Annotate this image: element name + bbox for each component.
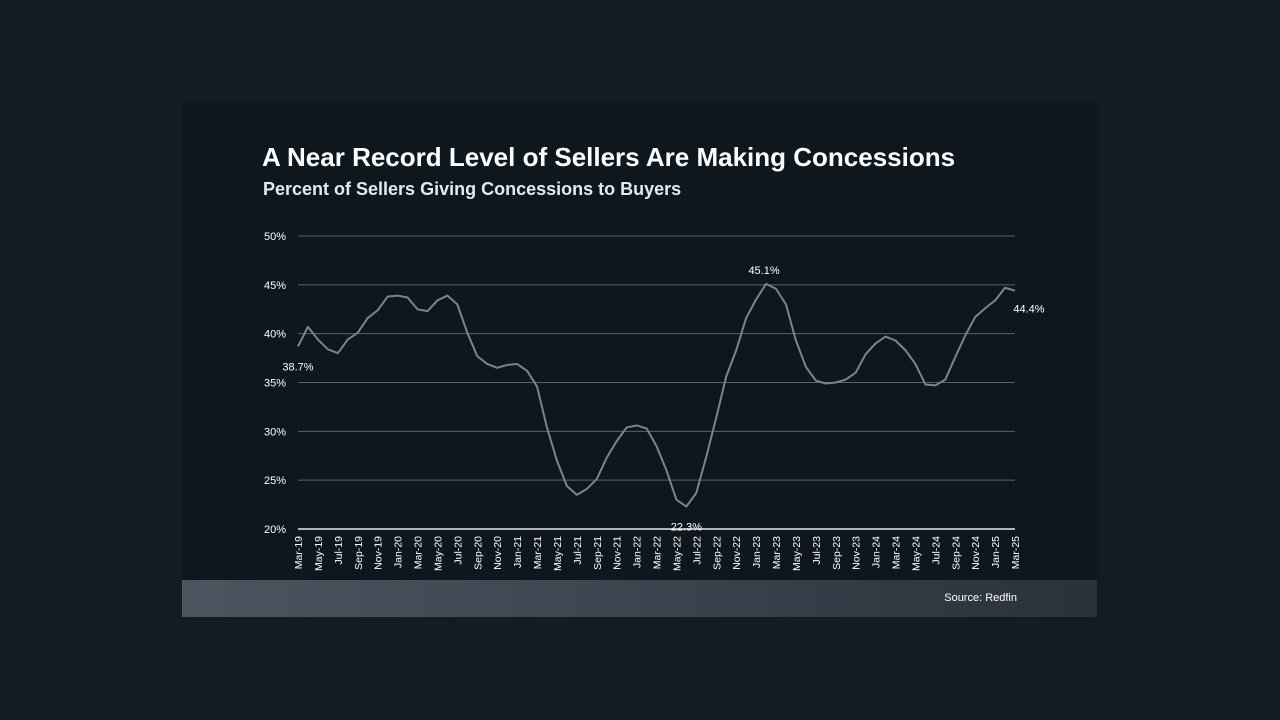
x-tick-label: Mar-20 xyxy=(413,536,425,569)
x-tick-label: Nov-23 xyxy=(851,536,863,570)
x-tick-label: May-24 xyxy=(910,536,922,571)
x-tick-label: Sep-24 xyxy=(950,536,962,570)
y-tick-label: 25% xyxy=(264,475,286,487)
line-chart: 20% 25% 30% 35% 40% 45% 50% Mar-19 May-19 Jul-19 S… xyxy=(264,231,1045,571)
x-tick-label: May-19 xyxy=(313,536,325,571)
x-tick-label: Mar-19 xyxy=(293,536,305,569)
x-tick-label: Nov-22 xyxy=(731,536,743,570)
x-tick-label: May-23 xyxy=(791,536,803,571)
y-tick-label: 35% xyxy=(264,378,286,390)
chart-title: A Near Record Level of Sellers Are Makin… xyxy=(262,142,956,172)
x-tick-label: Mar-25 xyxy=(1010,536,1022,569)
chart-subtitle: Percent of Sellers Giving Concessions to… xyxy=(263,179,682,199)
data-label: 38.7% xyxy=(282,361,313,373)
x-tick-label: Nov-21 xyxy=(612,536,624,570)
x-tick-label: May-22 xyxy=(671,536,683,571)
x-tick-label: Nov-20 xyxy=(492,536,504,570)
chart-card: A Near Record Level of Sellers Are Makin… xyxy=(182,102,1097,617)
series-line xyxy=(297,282,1016,508)
x-tick-label: Jul-21 xyxy=(572,536,584,565)
x-tick-label: Jul-19 xyxy=(333,536,345,565)
y-tick-label: 50% xyxy=(264,231,286,243)
x-tick-label: Sep-20 xyxy=(472,536,484,570)
x-tick-label: Nov-24 xyxy=(970,536,982,570)
x-tick-label: Sep-22 xyxy=(711,536,723,570)
x-tick-label: Jan-20 xyxy=(393,536,405,568)
x-tick-label: Jul-24 xyxy=(930,536,942,565)
x-tick-label: Mar-22 xyxy=(652,536,664,569)
x-tick-label: Jan-25 xyxy=(990,536,1002,568)
data-label: 45.1% xyxy=(748,265,779,277)
x-tick-label: Mar-23 xyxy=(771,536,783,569)
x-tick-label: Sep-23 xyxy=(831,536,843,570)
x-tick-label: Jan-21 xyxy=(512,536,524,568)
source-label: Source: Redfin xyxy=(944,592,1017,604)
y-tick-label: 20% xyxy=(264,524,286,536)
x-tick-label: Sep-19 xyxy=(353,536,365,570)
x-tick-label: Jan-23 xyxy=(751,536,763,568)
x-tick-label: Mar-21 xyxy=(532,536,544,569)
y-tick-label: 30% xyxy=(264,426,286,438)
y-tick-label: 45% xyxy=(264,280,286,292)
data-label: 44.4% xyxy=(1013,304,1044,316)
x-tick-label: May-20 xyxy=(432,536,444,571)
y-tick-label: 40% xyxy=(264,329,286,341)
x-tick-label: Mar-24 xyxy=(891,536,903,569)
x-tick-label: Sep-21 xyxy=(592,536,604,570)
x-tick-label: May-21 xyxy=(552,536,564,571)
footer-bar: Source: Redfin xyxy=(182,580,1097,617)
x-tick-label: Jul-22 xyxy=(691,536,703,565)
x-tick-label: Nov-19 xyxy=(373,536,385,570)
x-tick-label: Jul-23 xyxy=(811,536,823,565)
data-label: 22.3% xyxy=(671,522,702,534)
x-tick-label: Jul-20 xyxy=(452,536,464,565)
x-tick-label: Jan-24 xyxy=(871,536,883,568)
x-tick-label: Jan-22 xyxy=(632,536,644,568)
